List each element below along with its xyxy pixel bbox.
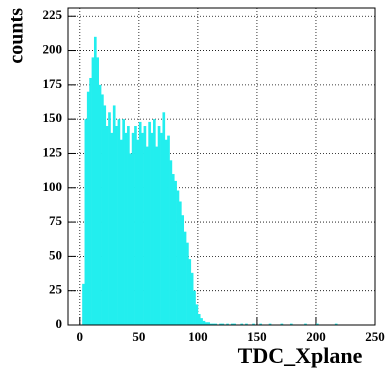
bar xyxy=(197,314,201,325)
bar xyxy=(108,112,111,325)
bar xyxy=(174,180,177,325)
bar xyxy=(268,323,272,325)
bar xyxy=(103,105,107,326)
bar xyxy=(252,323,255,325)
bar xyxy=(212,323,215,325)
x-tick-label: 100 xyxy=(188,329,208,344)
bar xyxy=(101,94,104,325)
plot-border xyxy=(67,7,376,326)
bar xyxy=(181,215,185,325)
bar xyxy=(86,91,90,325)
bar xyxy=(145,146,149,325)
y-tick-label: 150 xyxy=(43,110,63,125)
y-tick-label: 100 xyxy=(43,179,63,194)
bar xyxy=(148,121,151,325)
bar xyxy=(193,290,196,325)
y-tick-label: 225 xyxy=(43,7,63,22)
bar xyxy=(240,323,244,325)
bar xyxy=(221,323,225,325)
bar xyxy=(134,126,137,325)
bar xyxy=(245,323,248,325)
bar xyxy=(98,84,102,326)
bar xyxy=(141,132,144,325)
bar xyxy=(233,323,236,325)
bar xyxy=(164,139,168,325)
bar xyxy=(259,323,262,325)
bar xyxy=(150,132,154,325)
bar xyxy=(315,323,319,325)
x-tick-label: 50 xyxy=(132,329,145,344)
bar xyxy=(110,132,114,325)
bar xyxy=(167,135,170,325)
bar xyxy=(131,132,135,325)
y-tick-label: 75 xyxy=(49,213,63,228)
bar xyxy=(230,323,234,325)
bar xyxy=(143,126,147,325)
bar xyxy=(136,139,140,325)
bar xyxy=(186,242,189,325)
y-tick-label: 175 xyxy=(43,76,63,91)
bar xyxy=(176,190,180,325)
bar xyxy=(214,323,218,325)
x-tick-label: 0 xyxy=(77,329,84,344)
x-tick-label: 250 xyxy=(365,329,385,344)
bar xyxy=(188,259,192,325)
bar xyxy=(119,139,123,325)
bar xyxy=(178,201,182,325)
bar xyxy=(138,121,142,325)
bar xyxy=(304,323,307,325)
bar xyxy=(219,323,222,325)
bar xyxy=(96,57,99,326)
bar xyxy=(204,322,208,325)
bar xyxy=(129,153,133,325)
y-axis-label: counts xyxy=(6,8,28,64)
bar xyxy=(105,126,109,325)
bar xyxy=(127,126,130,325)
bar xyxy=(334,323,338,325)
bar xyxy=(117,119,121,325)
bar xyxy=(162,112,166,325)
bar xyxy=(112,105,116,326)
bar xyxy=(226,323,229,325)
bar xyxy=(195,304,199,325)
bar xyxy=(280,323,284,325)
bar xyxy=(190,272,194,325)
bar xyxy=(200,318,203,325)
y-tick-label: 25 xyxy=(49,282,63,297)
bar xyxy=(82,283,85,325)
bar xyxy=(289,323,293,325)
x-tick-label: 150 xyxy=(247,329,267,344)
x-tick-label: 200 xyxy=(306,329,326,344)
x-axis-label: TDC_Xplane xyxy=(238,343,363,368)
bar xyxy=(155,146,159,325)
bar xyxy=(209,323,213,325)
bar xyxy=(93,36,97,326)
y-tick-label: 125 xyxy=(43,144,63,159)
bar xyxy=(124,132,128,325)
bar xyxy=(160,132,163,325)
y-tick-label: 50 xyxy=(49,247,62,262)
bar xyxy=(202,320,206,325)
y-tick-label: 200 xyxy=(43,42,63,57)
bar xyxy=(169,160,173,325)
bar xyxy=(91,57,95,326)
y-tick-label: 0 xyxy=(56,316,63,331)
bar xyxy=(153,119,156,325)
bar xyxy=(183,231,187,325)
bar xyxy=(115,126,118,325)
bar xyxy=(122,119,125,325)
bar xyxy=(89,77,92,325)
bar xyxy=(171,174,175,325)
bar xyxy=(157,126,161,325)
bar xyxy=(84,119,88,325)
bar xyxy=(207,322,210,325)
